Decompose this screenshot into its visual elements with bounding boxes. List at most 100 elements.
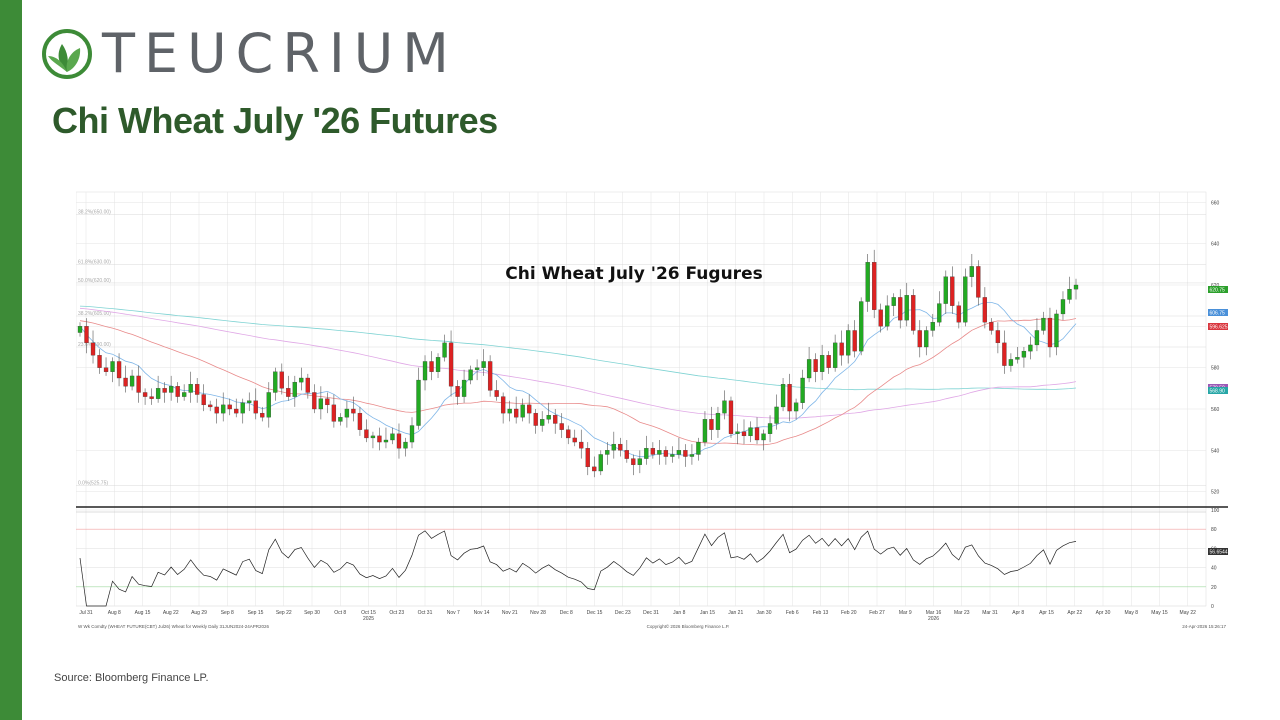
candle-body — [136, 375, 141, 393]
candle-body — [969, 266, 974, 277]
candle-body — [247, 400, 252, 403]
candle-body — [435, 357, 441, 372]
candle-body — [149, 396, 154, 399]
candle-body — [292, 381, 297, 397]
candle-body — [240, 402, 245, 414]
candle-body — [208, 404, 213, 408]
candle-body — [97, 355, 102, 368]
x-tick-label: Jan 30 — [756, 610, 771, 616]
candle-body — [722, 400, 727, 414]
oscillator-line — [79, 530, 1077, 607]
x-tick-label: Mar 16 — [926, 610, 942, 616]
x-tick-label: Mar 9 — [899, 610, 912, 616]
candle-body — [624, 450, 629, 459]
candle-body — [898, 297, 903, 321]
candle-body — [924, 330, 929, 348]
candle-body — [553, 415, 558, 424]
candle-body — [1054, 313, 1059, 348]
candle-body — [90, 342, 96, 356]
candle-body — [767, 423, 773, 434]
candle-body — [142, 392, 148, 397]
x-tick-label: Dec 8 — [560, 610, 573, 616]
x-tick-label: Dec 15 — [587, 610, 603, 616]
candle-body — [754, 427, 760, 441]
x-tick-label: Dec 23 — [615, 610, 631, 616]
moving-average-50-line — [79, 318, 1077, 446]
candle-body — [1008, 359, 1014, 366]
candle-body — [514, 408, 519, 418]
candle-body — [572, 437, 577, 443]
candle-body — [481, 361, 486, 368]
candle-body — [507, 408, 512, 414]
candle-body — [950, 276, 955, 306]
oscillator-tick-label: 80 — [1211, 527, 1217, 533]
moving-average-200-line — [79, 305, 1077, 391]
oscillator-tick-label: 20 — [1211, 585, 1217, 591]
x-tick-label: Feb 13 — [813, 610, 829, 616]
x-tick-label: Aug 29 — [191, 610, 207, 616]
candle-body — [155, 388, 161, 399]
candle-body — [527, 404, 532, 414]
oscillator-tick-label: 100 — [1211, 508, 1220, 514]
candle-body — [976, 266, 981, 298]
candle-body — [234, 408, 239, 414]
candle-body — [84, 326, 89, 344]
chart-footer-right: 24-Apr-2026 15:26:17 — [1182, 624, 1226, 629]
last-value-label: 606.75 — [1210, 311, 1226, 317]
x-tick-label: Oct 31 — [418, 610, 433, 616]
candle-body — [540, 419, 545, 426]
candle-body — [839, 342, 844, 356]
candle-body — [1021, 350, 1027, 358]
candle-body — [683, 450, 688, 457]
price-tick-label: 580 — [1211, 366, 1220, 372]
candle-body — [670, 454, 675, 457]
brand-side-bar — [0, 0, 22, 720]
candle-body — [116, 361, 122, 379]
price-tick-label: 540 — [1211, 448, 1220, 454]
x-tick-label: Mar 23 — [954, 610, 970, 616]
x-tick-label: Sep 22 — [276, 610, 292, 616]
candle-body — [221, 404, 226, 414]
last-value-badge — [1208, 323, 1228, 330]
x-tick-label: Sep 8 — [221, 610, 234, 616]
candle-body — [780, 384, 786, 408]
candle-body — [546, 415, 551, 420]
x-tick-label: Nov 14 — [474, 610, 490, 616]
candle-body — [500, 396, 506, 414]
candle-body — [715, 412, 721, 430]
candle-body — [930, 322, 935, 331]
candle-body — [474, 367, 480, 370]
candle-body — [442, 342, 447, 358]
candle-body — [396, 433, 402, 449]
candle-body — [279, 371, 284, 389]
candle-body — [357, 412, 363, 430]
last-value-label: 620.75 — [1210, 288, 1226, 294]
chart-footer-center: Copyright© 2026 Bloomberg Finance L.P. — [647, 623, 730, 629]
candle-body — [390, 433, 395, 441]
candle-body — [956, 305, 961, 323]
candle-body — [592, 466, 597, 472]
x-tick-label: May 15 — [1151, 610, 1168, 616]
candle-body — [461, 379, 467, 397]
candle-body — [312, 392, 317, 410]
candle-body — [819, 355, 825, 372]
candle-body — [377, 435, 382, 443]
moving-average-20-line — [79, 302, 1077, 458]
x-tick-label: Aug 22 — [163, 610, 179, 616]
candle-body — [1073, 284, 1079, 290]
last-value-label: 56.6544 — [1210, 550, 1228, 556]
candle-body — [566, 429, 571, 439]
candle-body — [943, 276, 948, 304]
candle-body — [1034, 330, 1040, 346]
candle-body — [520, 404, 525, 418]
candle-body — [865, 262, 870, 302]
candle-body — [338, 417, 343, 422]
candle-body — [1047, 317, 1053, 348]
candle-body — [299, 377, 304, 383]
x-tick-label: Oct 8 — [334, 610, 346, 616]
x-tick-label: Sep 30 — [304, 610, 320, 616]
x-tick-label: Nov 7 — [447, 610, 460, 616]
candle-body — [774, 406, 779, 424]
candle-body — [904, 295, 909, 321]
candle-body — [260, 412, 265, 418]
